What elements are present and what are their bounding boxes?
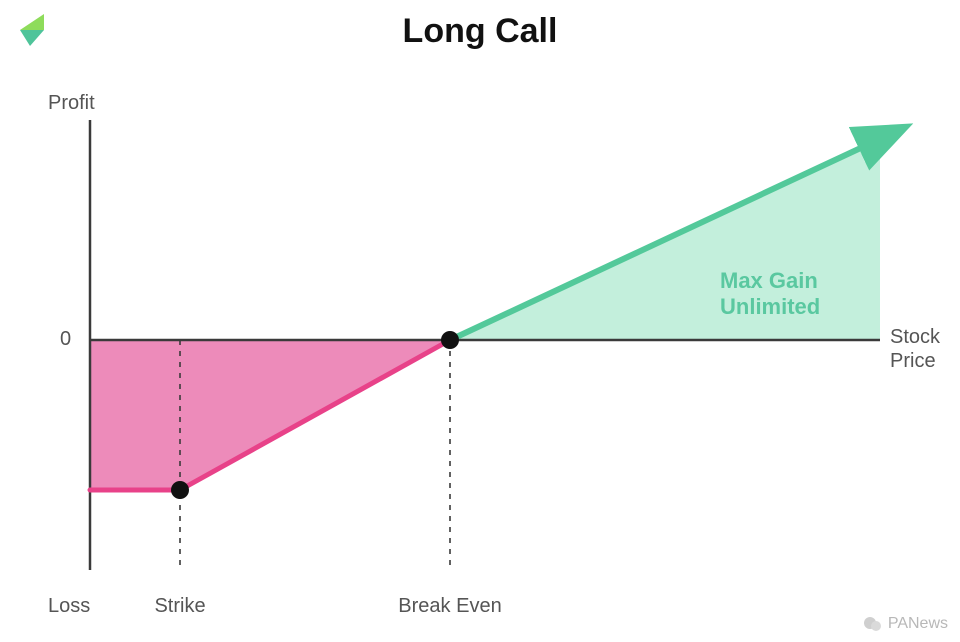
- chart-container: Long Call Profit 0 Stock Price Max Gain …: [0, 0, 960, 642]
- loss-region: [90, 340, 450, 490]
- max-gain-annotation: Max Gain Unlimited: [720, 268, 820, 321]
- watermark-text: PANews: [888, 615, 948, 633]
- x-axis-label-stock-price: Stock Price: [890, 325, 940, 373]
- max-gain-line1: Max Gain: [720, 268, 818, 293]
- loss-axis-label: Loss: [48, 595, 108, 618]
- x-axis-label-line1: Stock: [890, 326, 940, 348]
- strike-axis-label: Strike: [140, 595, 220, 618]
- breakeven-marker: [441, 331, 459, 349]
- strike-marker: [171, 481, 189, 499]
- x-axis-label-line2: Price: [890, 350, 936, 372]
- payoff-chart-svg: [0, 0, 960, 642]
- wechat-icon: [862, 614, 882, 634]
- watermark: PANews: [862, 614, 948, 634]
- max-gain-line2: Unlimited: [720, 294, 820, 319]
- breakeven-axis-label: Break Even: [390, 595, 510, 618]
